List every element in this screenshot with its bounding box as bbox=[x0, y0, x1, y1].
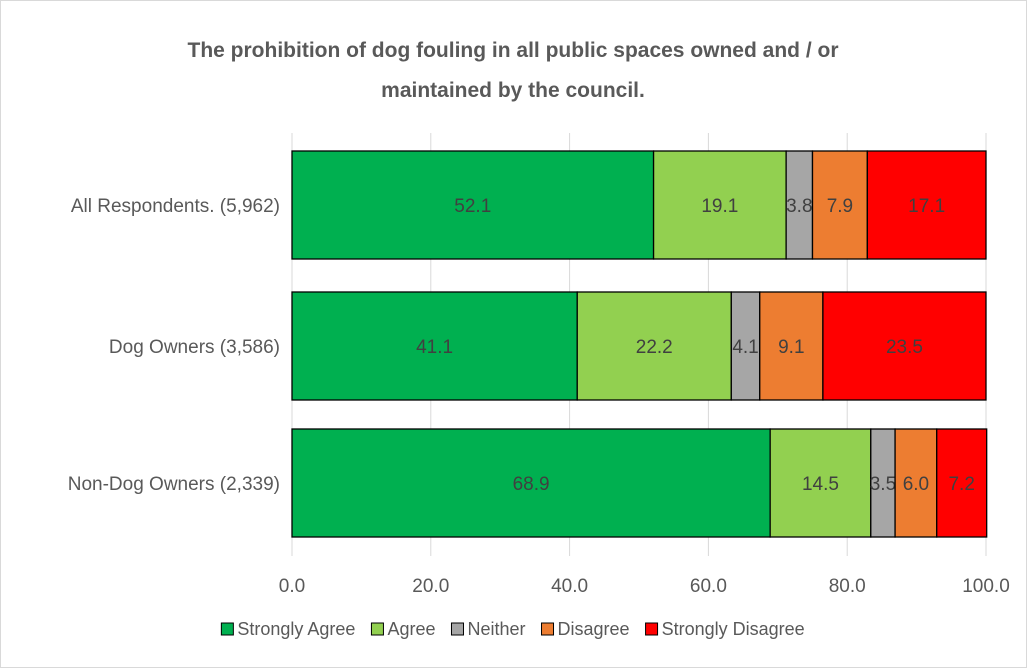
bar-segment bbox=[576, 291, 732, 401]
data-label: 23.5 bbox=[886, 337, 923, 358]
bar-segment bbox=[759, 291, 824, 401]
bar-segment bbox=[936, 428, 988, 538]
legend-label: Neither bbox=[467, 619, 525, 639]
legend-swatch bbox=[370, 622, 384, 636]
legend-label: Agree bbox=[387, 619, 435, 639]
legend-swatch bbox=[541, 622, 555, 636]
bar-segment bbox=[730, 291, 761, 401]
data-label: 41.1 bbox=[416, 337, 453, 358]
x-tick-label: 80.0 bbox=[829, 576, 866, 597]
data-label: 22.2 bbox=[636, 337, 673, 358]
legend-label: Disagree bbox=[558, 619, 630, 639]
legend-swatch bbox=[220, 622, 234, 636]
bar-segment bbox=[894, 428, 938, 538]
data-label: 68.9 bbox=[513, 474, 550, 495]
bar-segment bbox=[811, 150, 868, 260]
data-label: 7.2 bbox=[948, 474, 974, 495]
category-label: Non-Dog Owners (2,339) bbox=[68, 474, 280, 495]
legend-label: Strongly Disagree bbox=[662, 619, 805, 639]
data-label: 6.0 bbox=[903, 474, 929, 495]
data-label: 14.5 bbox=[802, 474, 839, 495]
data-label: 4.1 bbox=[732, 337, 758, 358]
bar-segment bbox=[291, 150, 655, 260]
category-label: Dog Owners (3,586) bbox=[109, 337, 280, 358]
x-tick-label: 60.0 bbox=[690, 576, 727, 597]
data-label: 19.1 bbox=[701, 196, 738, 217]
legend-swatch bbox=[645, 622, 659, 636]
bar-segment bbox=[291, 428, 771, 538]
bar-segment bbox=[870, 428, 896, 538]
legend-label: Strongly Agree bbox=[237, 619, 355, 639]
chart-title: The prohibition of dog fouling in all pu… bbox=[188, 39, 839, 102]
x-tick-labels: 0.0 20.0 40.0 60.0 80.0 100.0 bbox=[279, 576, 1010, 597]
x-tick-label: 100.0 bbox=[962, 576, 1010, 597]
data-label: 3.5 bbox=[870, 474, 896, 495]
x-tick-label: 20.0 bbox=[412, 576, 449, 597]
data-label: 17.1 bbox=[908, 196, 945, 217]
data-label: 7.9 bbox=[827, 196, 853, 217]
x-tick-label: 40.0 bbox=[551, 576, 588, 597]
data-label: 3.8 bbox=[786, 196, 812, 217]
bar-segment bbox=[822, 291, 987, 401]
chart-title-line: maintained by the council. bbox=[381, 79, 645, 102]
bar-segment bbox=[866, 150, 987, 260]
category-label: All Respondents. (5,962) bbox=[71, 196, 280, 217]
legend-swatch bbox=[450, 622, 464, 636]
chart-title-line: The prohibition of dog fouling in all pu… bbox=[188, 39, 839, 62]
data-label: 52.1 bbox=[454, 196, 491, 217]
bars: 52.1 19.1 3.8 7.9 17.1 41.1 22.2 4.1 9.1 23.5 68.9… bbox=[291, 150, 988, 538]
bar-segment bbox=[769, 428, 872, 538]
x-tick-label: 0.0 bbox=[279, 576, 305, 597]
data-label: 9.1 bbox=[778, 337, 804, 358]
category-labels: All Respondents. (5,962) Dog Owners (3,58… bbox=[68, 196, 280, 495]
bar-segment bbox=[291, 291, 578, 401]
legend: Strongly Agree Agree Neither Disagree Strong… bbox=[220, 619, 805, 639]
